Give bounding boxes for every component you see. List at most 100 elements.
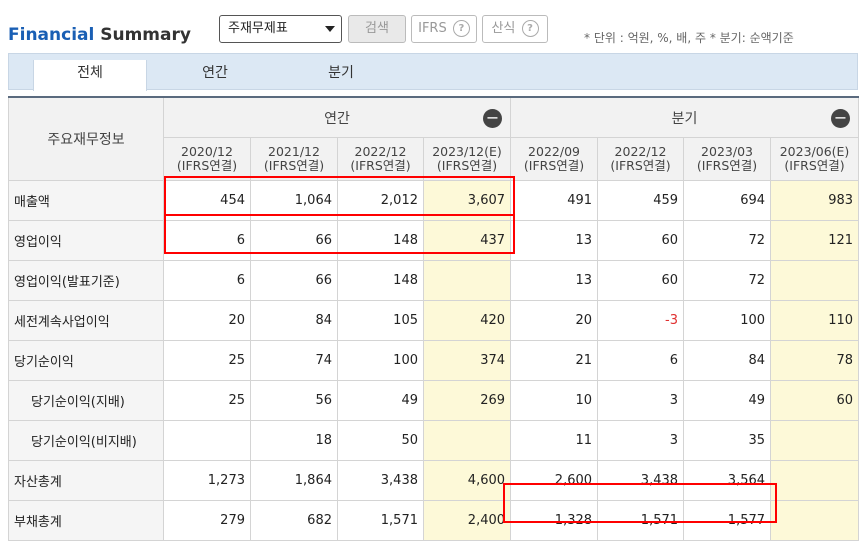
table-row: 영업이익(발표기준) 6 66 148 13 60 72 [8,260,860,301]
table-row: 당기순이익(지배) 25 56 49 269 10 3 49 60 [8,380,860,421]
table-cell: 491 [510,180,599,221]
row-label: 영업이익 [8,220,164,261]
table-cell [770,500,860,541]
table-cell: 49 [337,380,424,421]
table-cell: 105 [337,300,424,341]
table-cell: 3,438 [337,460,424,501]
table-cell: 148 [337,220,424,261]
ifrs-button-label: IFRS [418,21,447,36]
table-cell: 374 [422,340,512,381]
table-cell: 121 [770,220,860,261]
table-cell: 1,577 [683,500,772,541]
column-header: 2023/12(E) (IFRS연결) [422,137,512,181]
column-period: 2021/12 [268,144,320,159]
column-period: 2023/06(E) [779,144,850,159]
column-header: 2021/12 (IFRS연결) [250,137,338,181]
column-period: 2022/09 [528,144,580,159]
table-cell: 72 [683,260,772,301]
table-cell: 10 [510,380,599,421]
collapse-annual-icon[interactable]: − [483,109,503,128]
table-cell: 100 [683,300,772,341]
table-cell: 6 [163,260,251,301]
ifrs-help-button[interactable]: IFRS ? [411,15,477,43]
table-cell: 25 [163,380,251,421]
title-financial: Financial [8,25,95,45]
table-cell: 18 [250,420,338,461]
column-header: 2022/09 (IFRS연결) [510,137,599,181]
table-row: 세전계속사업이익 20 84 105 420 20 -3 100 110 [8,300,860,341]
column-basis: (IFRS연결) [176,158,238,173]
formula-help-button[interactable]: 산식 ? [482,15,548,43]
tab-quarterly[interactable]: 분기 [328,65,354,81]
table-cell: 1,864 [250,460,338,501]
statement-type-value: 주재무제표 [228,21,288,36]
table-cell: 21 [510,340,599,381]
table-cell: 13 [510,220,599,261]
table-cell: 1,328 [510,500,599,541]
table-cell: 3 [597,380,685,421]
table-cell: 437 [422,220,512,261]
table-cell: 682 [250,500,338,541]
table-cell: 420 [422,300,512,341]
tab-all[interactable]: 전체 [33,60,147,91]
table-row: 당기순이익 25 74 100 374 21 6 84 78 [8,340,860,381]
question-icon: ? [452,20,470,37]
tab-bar: 전체 연간 분기 [8,53,858,91]
table-cell: 49 [683,380,772,421]
column-period: 2023/03 [701,144,753,159]
table-cell: 84 [250,300,338,341]
quarter-group-header: 분기 − [510,96,860,138]
column-header: 2022/12 (IFRS연결) [337,137,424,181]
column-basis: (IFRS연결) [784,158,845,173]
table-cell [770,420,860,461]
table-cell: 72 [683,220,772,261]
collapse-quarter-icon[interactable]: − [831,109,851,128]
table-cell: 3,607 [422,180,512,221]
title-summary: Summary [100,25,191,45]
table-cell [422,420,512,461]
row-label: 세전계속사업이익 [8,300,164,341]
question-icon: ? [521,20,539,37]
table-cell: 459 [597,180,685,221]
column-basis: (IFRS연결) [263,158,325,173]
table-cell: 60 [597,220,685,261]
statement-type-select[interactable]: 주재무제표 [219,15,342,43]
table-cell: 20 [510,300,599,341]
column-header: 2020/12 (IFRS연결) [163,137,251,181]
table-cell: 6 [597,340,685,381]
table-cell: 66 [250,260,338,301]
formula-button-label: 산식 [491,21,516,36]
table-cell: 20 [163,300,251,341]
column-header: 2023/03 (IFRS연결) [683,137,772,181]
table-cell: 74 [250,340,338,381]
table-cell: 1,064 [250,180,338,221]
table-cell: 25 [163,340,251,381]
table-cell: 1,273 [163,460,251,501]
column-basis: (IFRS연결) [436,158,498,173]
column-header: 2023/06(E) (IFRS연결) [770,137,860,181]
table-cell: 3 [597,420,685,461]
table-cell: 2,012 [337,180,424,221]
column-header: 2022/12 (IFRS연결) [597,137,685,181]
table-cell [770,460,860,501]
table-cell: 694 [683,180,772,221]
table-cell: 60 [597,260,685,301]
tab-annual[interactable]: 연간 [202,65,228,81]
column-period: 2022/12 [614,144,667,159]
search-button-label: 검색 [365,21,389,36]
row-label: 영업이익(발표기준) [8,260,164,301]
table-row: 자산총계 1,273 1,864 3,438 4,600 2,600 3,438 3,564 [8,460,860,501]
table-cell: 1,571 [597,500,685,541]
unit-note: * 단위 : 억원, %, 배, 주 * 분기: 순액기준 [584,31,794,45]
table-cell: 11 [510,420,599,461]
table-cell: 3,564 [683,460,772,501]
table-cell: 84 [683,340,772,381]
table-cell [770,260,860,301]
table-row: 영업이익 6 66 148 437 13 60 72 121 [8,220,860,261]
search-button[interactable]: 검색 [348,15,406,43]
table-cell: 983 [770,180,860,221]
table-cell: 3,438 [597,460,685,501]
table-cell: 66 [250,220,338,261]
financial-summary-table: 주요재무정보 연간 − 분기 − 2020/12 (IFRS연결) 2021/12(… [8,96,860,541]
table-cell: 35 [683,420,772,461]
